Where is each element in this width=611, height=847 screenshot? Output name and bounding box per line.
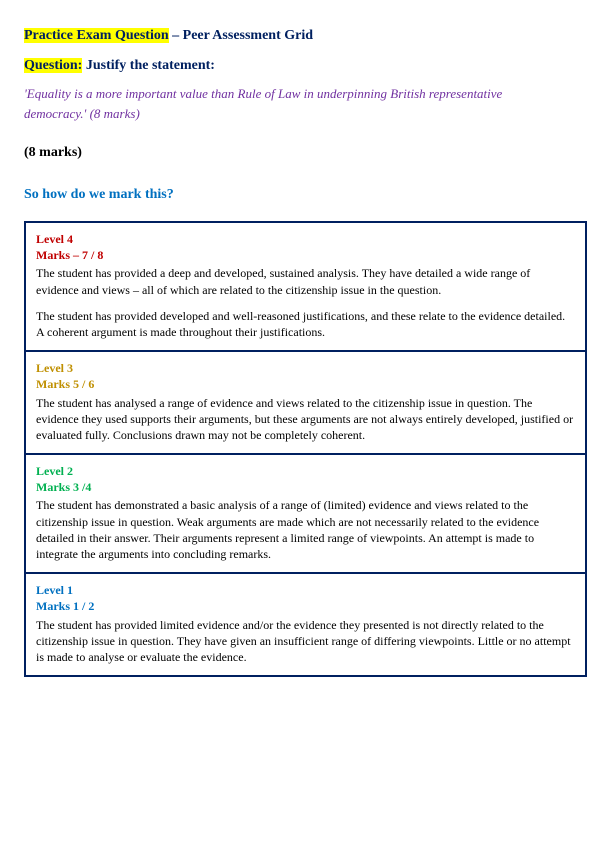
level-marks: Marks – 7 / 8	[36, 247, 575, 263]
level-title: Level 3	[36, 360, 575, 376]
title-highlight: Practice Exam Question	[24, 28, 169, 43]
marks-label: (8 marks)	[24, 145, 587, 161]
level-desc-p1: The student has provided a deep and deve…	[36, 265, 575, 297]
level-2-cell: Level 2 Marks 3 /4 The student has demon…	[26, 455, 585, 574]
level-1-cell: Level 1 Marks 1 / 2 The student has prov…	[26, 574, 585, 675]
question-rest: Justify the statement:	[82, 58, 215, 73]
title-rest: – Peer Assessment Grid	[169, 28, 313, 43]
level-title: Level 1	[36, 582, 575, 598]
level-desc-p1: The student has demonstrated a basic ana…	[36, 497, 575, 562]
level-desc-p1: The student has analysed a range of evid…	[36, 395, 575, 444]
statement-text: 'Equality is a more important value than…	[24, 84, 564, 123]
level-title: Level 4	[36, 231, 575, 247]
how-mark-heading: So how do we mark this?	[24, 187, 587, 203]
level-marks: Marks 1 / 2	[36, 598, 575, 614]
level-desc-p1: The student has provided limited evidenc…	[36, 617, 575, 666]
rubric-grid: Level 4 Marks – 7 / 8 The student has pr…	[24, 221, 587, 677]
level-4-cell: Level 4 Marks – 7 / 8 The student has pr…	[26, 223, 585, 352]
level-3-cell: Level 3 Marks 5 / 6 The student has anal…	[26, 352, 585, 455]
question-line: Question: Justify the statement:	[24, 58, 587, 74]
level-marks: Marks 3 /4	[36, 479, 575, 495]
page-title: Practice Exam Question – Peer Assessment…	[24, 28, 587, 44]
level-desc-p2: The student has provided developed and w…	[36, 308, 575, 340]
question-highlight: Question:	[24, 58, 82, 73]
level-marks: Marks 5 / 6	[36, 376, 575, 392]
level-title: Level 2	[36, 463, 575, 479]
